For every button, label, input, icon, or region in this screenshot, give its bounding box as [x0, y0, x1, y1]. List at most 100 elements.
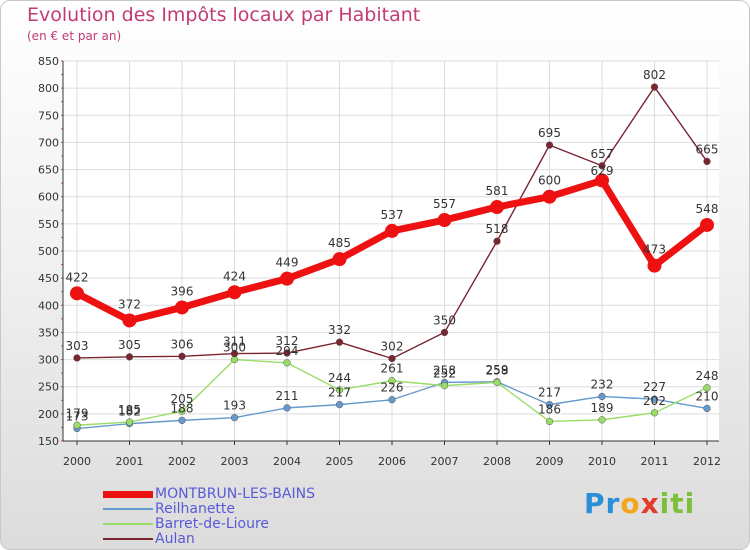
point-barret-de-lioure	[335, 386, 344, 394]
data-label: 372	[118, 297, 141, 311]
x-tick-label: 2008	[483, 455, 511, 468]
point-montbrun-les-bains	[647, 258, 662, 273]
data-label: 244	[328, 371, 351, 385]
data-label: 188	[171, 401, 194, 415]
x-tick-label: 2005	[326, 455, 354, 468]
legend-label: MONTBRUN-LES-BAINS	[155, 486, 315, 502]
data-label: 258	[486, 363, 509, 377]
data-label: 581	[486, 184, 509, 198]
x-tick-label: 2002	[168, 455, 196, 468]
data-label: 189	[591, 401, 614, 415]
point-montbrun-les-bains	[227, 285, 242, 300]
legend-label: Barret-de-Lioure	[155, 516, 270, 532]
point-barret-de-lioure	[283, 359, 291, 367]
data-label: 259	[486, 363, 509, 377]
x-tick-label: 2011	[641, 455, 669, 468]
data-label: 548	[696, 202, 719, 216]
data-label: 424	[223, 269, 246, 283]
logo-letter: P	[584, 487, 606, 520]
point-montbrun-les-bains	[122, 313, 137, 328]
point-aulan	[230, 349, 239, 358]
point-aulan	[178, 352, 186, 360]
data-label: 422	[66, 270, 89, 284]
data-label: 302	[381, 339, 404, 353]
logo-letter: t	[670, 487, 685, 520]
point-barret-de-lioure	[440, 381, 449, 390]
y-tick-label: 150	[38, 435, 59, 448]
legend-label: Aulan	[155, 531, 195, 547]
data-label: 210	[696, 389, 719, 403]
point-reilhanette	[598, 392, 606, 401]
point-montbrun-les-bains	[542, 189, 557, 204]
logo-letter: i	[659, 487, 671, 520]
point-montbrun-les-bains	[490, 200, 504, 215]
point-aulan	[703, 157, 711, 166]
data-label: 211	[276, 389, 299, 403]
y-tick-label: 250	[38, 381, 59, 394]
logo-letter: r	[605, 487, 621, 520]
point-aulan	[388, 354, 396, 363]
data-label: 657	[591, 147, 614, 161]
logo-letter: o	[620, 487, 641, 520]
point-aulan	[440, 328, 449, 337]
y-tick-label: 600	[38, 191, 59, 204]
legend-swatch	[103, 538, 153, 540]
x-tick-label: 2012	[693, 455, 721, 468]
point-montbrun-les-bains	[385, 223, 399, 238]
data-label: 311	[223, 335, 246, 349]
point-aulan	[73, 354, 81, 362]
data-label: 332	[328, 323, 351, 337]
data-label: 306	[171, 337, 194, 351]
point-montbrun-les-bains	[700, 217, 714, 232]
data-label: 193	[223, 399, 246, 413]
data-label: 248	[696, 369, 719, 383]
data-label: 186	[538, 402, 561, 416]
data-label: 305	[118, 338, 141, 352]
data-label: 350	[433, 313, 456, 327]
point-barret-de-lioure	[493, 378, 501, 387]
data-label: 182	[118, 405, 141, 419]
x-tick-label: 2006	[378, 455, 406, 468]
data-label: 485	[328, 236, 351, 250]
point-barret-de-lioure	[598, 416, 606, 424]
legend-swatch	[103, 523, 153, 525]
point-reilhanette	[388, 396, 396, 404]
x-tick-label: 2003	[221, 455, 249, 468]
point-reilhanette	[230, 414, 239, 422]
point-montbrun-les-bains	[595, 173, 609, 188]
data-label: 185	[118, 403, 141, 417]
x-tick-label: 2001	[116, 455, 144, 468]
y-tick-label: 400	[38, 299, 59, 312]
point-aulan	[283, 349, 291, 357]
data-label: 173	[66, 410, 89, 424]
x-tick-label: 2009	[536, 455, 564, 468]
data-label: 557	[433, 197, 456, 211]
y-tick-label: 800	[38, 82, 59, 95]
data-label: 312	[276, 334, 299, 348]
y-tick-label: 850	[38, 55, 59, 68]
point-barret-de-lioure	[178, 407, 186, 415]
data-label: 629	[591, 164, 614, 178]
data-label: 217	[538, 386, 561, 400]
point-barret-de-lioure	[650, 409, 659, 417]
data-label: 300	[223, 341, 246, 355]
data-label: 537	[381, 208, 404, 222]
data-label: 695	[538, 126, 561, 140]
point-montbrun-les-bains	[175, 300, 189, 315]
point-barret-de-lioure	[73, 421, 81, 429]
data-label: 227	[643, 380, 666, 394]
point-reilhanette	[178, 416, 186, 425]
legend-swatch	[103, 491, 153, 498]
data-label: 205	[171, 392, 194, 406]
point-aulan	[125, 353, 134, 361]
x-tick-label: 2004	[273, 455, 301, 468]
point-reilhanette	[650, 395, 659, 403]
y-tick-label: 450	[38, 272, 59, 285]
data-label: 518	[486, 222, 509, 236]
data-label: 473	[643, 243, 666, 257]
legend-swatch	[103, 508, 153, 510]
data-label: 303	[66, 339, 89, 353]
point-reilhanette	[283, 404, 291, 412]
